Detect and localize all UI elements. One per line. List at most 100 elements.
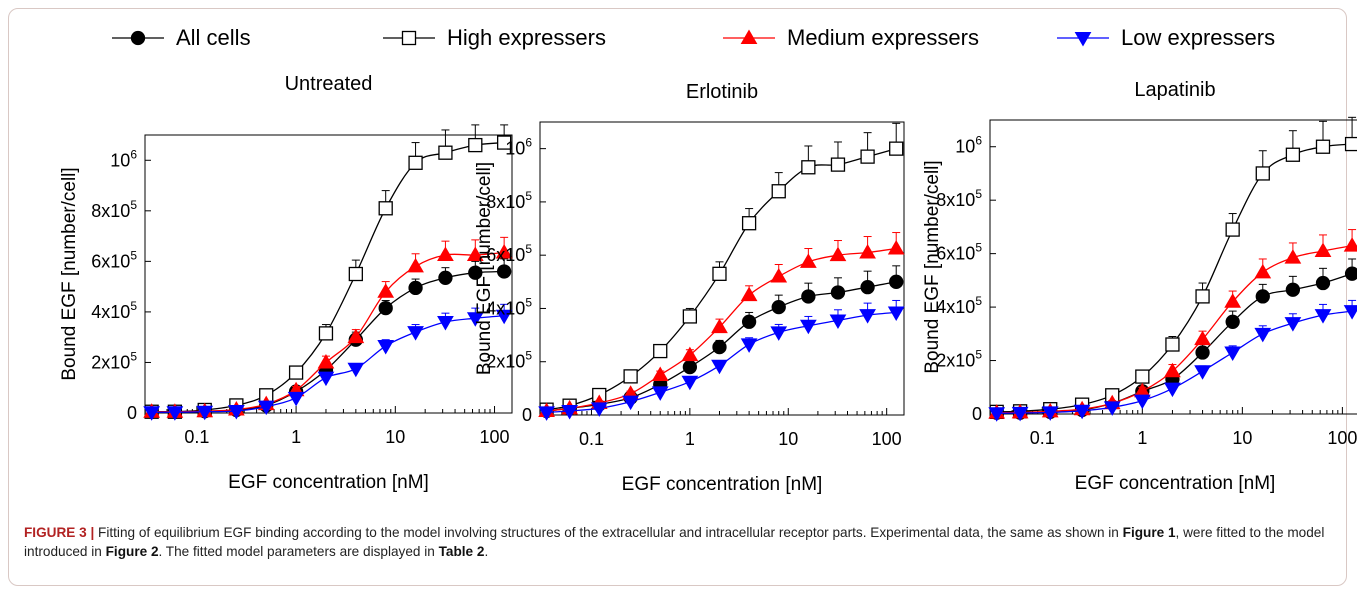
legend-swatch-high-expressers	[383, 30, 435, 46]
data-point	[437, 316, 454, 331]
chart-erlotinib: Erlotinib 0 2x105 4x105 6x105 8x105 106 0.1 1 10 1…	[474, 81, 905, 495]
x-tick-label: 1	[1137, 428, 1147, 448]
data-point	[466, 312, 484, 327]
data-point	[653, 343, 668, 359]
caption-reference: Figure 1	[1122, 525, 1176, 540]
data-point	[1224, 346, 1242, 362]
data-point	[287, 391, 305, 407]
data-point	[1254, 263, 1272, 279]
data-point	[830, 285, 846, 300]
series-low-expressers	[988, 299, 1357, 422]
chart-title: Lapatinib	[1134, 79, 1215, 101]
data-point	[829, 314, 847, 329]
caption-label: FIGURE 3 |	[24, 525, 95, 540]
data-point	[1254, 327, 1272, 343]
data-point	[1194, 365, 1211, 380]
caption-reference: Figure 2	[105, 544, 159, 559]
data-point	[495, 309, 513, 325]
data-point	[682, 359, 698, 375]
data-point	[1284, 249, 1302, 264]
legend-label: High expressers	[447, 25, 606, 50]
data-point	[1194, 330, 1211, 346]
y-tick-label: 6x105	[486, 242, 532, 265]
series-high-expressers	[539, 122, 904, 417]
data-point	[437, 246, 454, 262]
data-point	[227, 404, 245, 420]
data-point	[1164, 382, 1181, 398]
data-point	[408, 155, 423, 170]
y-tick-label: 6x105	[91, 248, 137, 271]
y-tick-label: 8x105	[486, 189, 532, 212]
y-tick-label: 4x105	[486, 295, 532, 318]
legend-marker-triangle-down	[1074, 32, 1092, 47]
y-tick-label: 2x105	[486, 349, 532, 372]
data-point	[860, 279, 875, 295]
data-point	[622, 395, 639, 411]
data-point	[1314, 242, 1332, 257]
data-point	[1255, 166, 1270, 181]
figure-frame	[8, 8, 1347, 586]
legend-label: Medium expressers	[787, 25, 979, 50]
y-tick-label: 6x105	[936, 241, 982, 264]
x-tick-label: 1	[685, 429, 695, 449]
data-point	[623, 369, 638, 384]
x-axis-title: EGF concentration [nM]	[228, 472, 429, 493]
y-tick-label: 106	[955, 134, 982, 157]
legend-item-high-expressers: High expressers	[383, 18, 606, 58]
chart-untreated: Untreated 0 2x105 4x105 6x105 8x105 106 0.1 1 10 1…	[59, 73, 513, 493]
data-point	[1224, 293, 1242, 308]
data-point	[1315, 139, 1331, 154]
data-point	[377, 340, 395, 355]
data-point	[988, 407, 1006, 422]
data-point	[1135, 369, 1150, 384]
x-axis-title: EGF concentration [nM]	[622, 474, 823, 495]
data-point	[1285, 282, 1301, 297]
y-tick-label: 2x105	[936, 348, 982, 371]
data-point	[860, 149, 875, 164]
data-point	[438, 145, 453, 160]
data-point	[712, 339, 727, 355]
data-point	[771, 299, 786, 315]
caption-reference: Table 2	[438, 544, 485, 559]
data-point	[590, 402, 608, 417]
x-tick-label: 0.1	[579, 429, 604, 449]
y-tick-label: 4x105	[936, 294, 982, 317]
legend-marker-circle	[130, 30, 146, 46]
legend-item-low-expressers: Low expressers	[1057, 18, 1275, 58]
data-point	[377, 283, 395, 298]
data-point	[1315, 275, 1331, 291]
plot-area	[144, 134, 513, 414]
data-point	[829, 246, 847, 262]
data-point	[468, 137, 483, 153]
data-point	[771, 184, 786, 199]
data-point	[496, 135, 512, 150]
charts-container: Untreated 0 2x105 4x105 6x105 8x105 106 0.1 1 10 1…	[0, 60, 1357, 520]
data-point	[1195, 289, 1210, 304]
legend-swatch-all-cells	[112, 30, 164, 46]
data-point	[859, 309, 876, 324]
data-point	[681, 375, 699, 391]
data-point	[1073, 404, 1091, 420]
series-low-expressers	[538, 299, 905, 421]
x-tick-label: 10	[778, 429, 798, 449]
y-tick-label: 0	[522, 405, 532, 425]
data-point	[1255, 289, 1270, 304]
data-point	[1011, 406, 1029, 422]
data-point	[681, 346, 699, 362]
legend-label: Low expressers	[1121, 25, 1276, 50]
data-point	[288, 365, 304, 380]
data-point	[317, 353, 335, 369]
data-point	[466, 246, 484, 262]
legend-swatch-medium-expressers	[723, 29, 775, 44]
y-axis-title: Bound EGF [number/cell]	[922, 160, 943, 373]
data-point	[1195, 345, 1210, 360]
fit-curve-all-cells	[151, 270, 505, 413]
legend-swatch-low-expressers	[1057, 32, 1109, 47]
data-point	[889, 274, 904, 289]
x-tick-label: 1	[291, 427, 301, 447]
x-tick-label: 10	[1232, 428, 1252, 448]
x-tick-label: 100	[480, 427, 510, 447]
y-tick-label: 0	[972, 404, 982, 424]
data-point	[1164, 362, 1181, 378]
data-point	[887, 306, 905, 321]
